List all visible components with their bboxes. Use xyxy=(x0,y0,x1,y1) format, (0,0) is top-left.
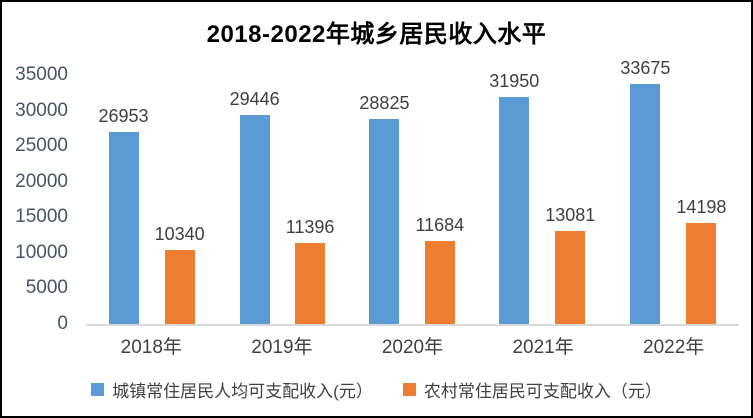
bar-value-label: 29446 xyxy=(229,88,280,109)
legend-item-rural: 农村常住居民可支配收入（元） xyxy=(402,377,662,402)
y-tick-label: 25000 xyxy=(15,135,68,157)
y-tick-label: 0 xyxy=(57,313,68,334)
bar-series-0 xyxy=(630,84,661,324)
legend-label-urban: 城镇常住居民人均可支配收入(元） xyxy=(112,382,373,401)
legend-item-urban: 城镇常住居民人均可支配收入(元） xyxy=(91,377,373,402)
bar-series-1 xyxy=(295,242,326,324)
bar-series-1 xyxy=(164,250,195,324)
bar-group: 33675 14198 xyxy=(620,58,726,324)
y-tick-label: 15000 xyxy=(15,206,68,228)
legend-label-rural: 农村常住居民可支配收入（元） xyxy=(423,382,662,401)
plot-area: 26953 10340 29446 11396 28825 11684 31950 13081… xyxy=(86,58,739,326)
y-tick-label: 35000 xyxy=(15,64,68,85)
bar-value-label: 14198 xyxy=(676,197,727,217)
bar-column: 14198 xyxy=(676,197,726,324)
y-tick-label: 10000 xyxy=(15,241,68,263)
bar-group: 31950 13081 xyxy=(489,71,595,324)
bar-series-0 xyxy=(499,96,530,324)
bar-column: 28825 xyxy=(359,93,409,324)
bar-series-0 xyxy=(369,118,400,324)
bar-value-label: 10340 xyxy=(154,224,205,245)
x-tick-label: 2020年 xyxy=(381,337,444,358)
bar-column: 33675 xyxy=(620,58,670,324)
bar-series-1 xyxy=(686,223,717,324)
legend-swatch-rural-icon xyxy=(402,383,416,396)
bar-group: 29446 11396 xyxy=(230,75,335,324)
bar-series-1 xyxy=(555,230,586,324)
bar-value-label: 33675 xyxy=(620,58,671,79)
bar-group: 26953 10340 xyxy=(99,75,205,324)
y-tick-label: 5000 xyxy=(25,277,68,299)
bar-value-label: 28825 xyxy=(359,92,410,113)
bar-value-label: 11396 xyxy=(285,216,335,237)
y-axis: 0 5000 10000 15000 20000 25000 30000 35000 xyxy=(2,64,76,334)
bar-column: 29446 xyxy=(230,89,280,324)
y-tick-label: 30000 xyxy=(15,99,68,121)
x-tick-label: 2022年 xyxy=(643,337,705,358)
bar-column: 11396 xyxy=(285,216,335,324)
legend-swatch-urban-icon xyxy=(91,383,105,396)
bar-series-1 xyxy=(424,240,455,324)
bar-value-label: 11684 xyxy=(415,214,465,235)
bar-column: 13081 xyxy=(545,205,595,324)
legend: 城镇常住居民人均可支配收入(元） 农村常住居民可支配收入（元） xyxy=(2,377,751,402)
y-tick-label: 20000 xyxy=(15,170,68,192)
x-tick-label: 2018年 xyxy=(120,337,182,358)
x-axis: 2018年 2019年 2020年 2021年 2022年 xyxy=(86,332,739,359)
bar-group: 28825 11684 xyxy=(359,75,464,324)
bar-series-0 xyxy=(239,114,270,324)
bar-value-label: 26953 xyxy=(98,106,149,127)
x-tick-label: 2019年 xyxy=(251,337,313,358)
bar-column: 11684 xyxy=(415,215,464,324)
bar-column: 31950 xyxy=(489,71,539,324)
chart-title: 2018-2022年城乡居民收入水平 xyxy=(206,21,547,48)
bar-column: 10340 xyxy=(155,224,205,324)
x-tick-label: 2021年 xyxy=(512,337,574,358)
bar-value-label: 31950 xyxy=(489,70,540,91)
bar-value-label: 13081 xyxy=(545,204,596,225)
bar-series-0 xyxy=(108,132,139,324)
bar-column: 26953 xyxy=(99,106,149,324)
